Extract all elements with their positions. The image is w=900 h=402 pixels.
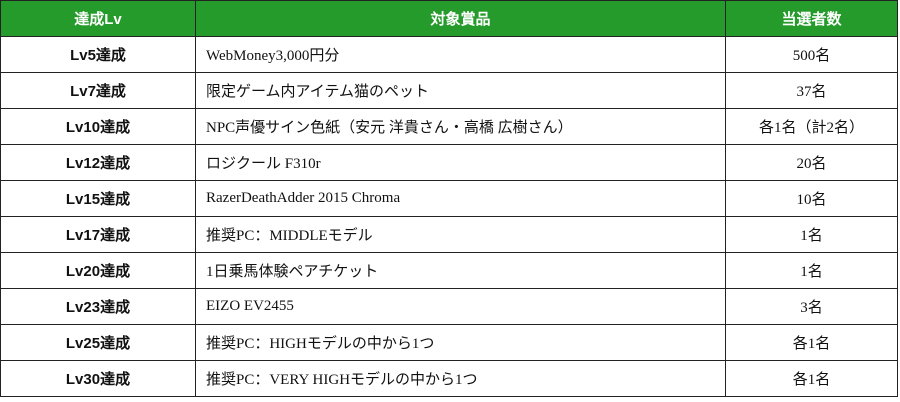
winners-cell: 各1名（計2名） (725, 108, 898, 145)
level-cell: Lv17達成 (0, 216, 196, 253)
winners-cell: 3名 (725, 288, 898, 325)
table-row: Lv20達成 1日乗馬体験ペアチケット 1名 (0, 252, 898, 289)
table-row: Lv25達成 推奨PC：HIGHモデルの中から1つ 各1名 (0, 324, 898, 361)
level-cell: Lv23達成 (0, 288, 196, 325)
header-level: 達成Lv (0, 0, 196, 37)
prize-cell: NPC声優サイン色紙（安元 洋貴さん・高橋 広樹さん） (195, 108, 726, 145)
prize-cell: ロジクール F310r (195, 144, 726, 181)
level-cell: Lv12達成 (0, 144, 196, 181)
header-prize: 対象賞品 (195, 0, 726, 37)
level-cell: Lv10達成 (0, 108, 196, 145)
table-row: Lv10達成 NPC声優サイン色紙（安元 洋貴さん・高橋 広樹さん） 各1名（計… (0, 108, 898, 145)
prize-cell: 推奨PC：VERY HIGHモデルの中から1つ (195, 360, 726, 397)
winners-cell: 37名 (725, 72, 898, 109)
table-body: Lv5達成 WebMoney3,000円分 500名 Lv7達成 限定ゲーム内ア… (0, 36, 898, 397)
level-cell: Lv15達成 (0, 180, 196, 217)
table-row: Lv30達成 推奨PC：VERY HIGHモデルの中から1つ 各1名 (0, 360, 898, 397)
level-cell: Lv7達成 (0, 72, 196, 109)
prize-cell: RazerDeathAdder 2015 Chroma (195, 180, 726, 217)
prize-cell: EIZO EV2455 (195, 288, 726, 325)
table-row: Lv15達成 RazerDeathAdder 2015 Chroma 10名 (0, 180, 898, 217)
winners-cell: 500名 (725, 36, 898, 73)
level-cell: Lv25達成 (0, 324, 196, 361)
level-cell: Lv30達成 (0, 360, 196, 397)
table-row: Lv5達成 WebMoney3,000円分 500名 (0, 36, 898, 73)
table-row: Lv23達成 EIZO EV2455 3名 (0, 288, 898, 325)
prize-cell: WebMoney3,000円分 (195, 36, 726, 73)
table-row: Lv17達成 推奨PC：MIDDLEモデル 1名 (0, 216, 898, 253)
header-winners: 当選者数 (725, 0, 898, 37)
prize-cell: 1日乗馬体験ペアチケット (195, 252, 726, 289)
level-cell: Lv20達成 (0, 252, 196, 289)
table-row: Lv12達成 ロジクール F310r 20名 (0, 144, 898, 181)
prize-cell: 推奨PC：HIGHモデルの中から1つ (195, 324, 726, 361)
level-cell: Lv5達成 (0, 36, 196, 73)
winners-cell: 10名 (725, 180, 898, 217)
table-header: 達成Lv 対象賞品 当選者数 (0, 0, 898, 37)
prize-cell: 推奨PC：MIDDLEモデル (195, 216, 726, 253)
winners-cell: 1名 (725, 252, 898, 289)
winners-cell: 各1名 (725, 324, 898, 361)
prize-cell: 限定ゲーム内アイテム猫のペット (195, 72, 726, 109)
winners-cell: 各1名 (725, 360, 898, 397)
winners-cell: 20名 (725, 144, 898, 181)
header-row: 達成Lv 対象賞品 当選者数 (0, 0, 898, 37)
winners-cell: 1名 (725, 216, 898, 253)
table-row: Lv7達成 限定ゲーム内アイテム猫のペット 37名 (0, 72, 898, 109)
